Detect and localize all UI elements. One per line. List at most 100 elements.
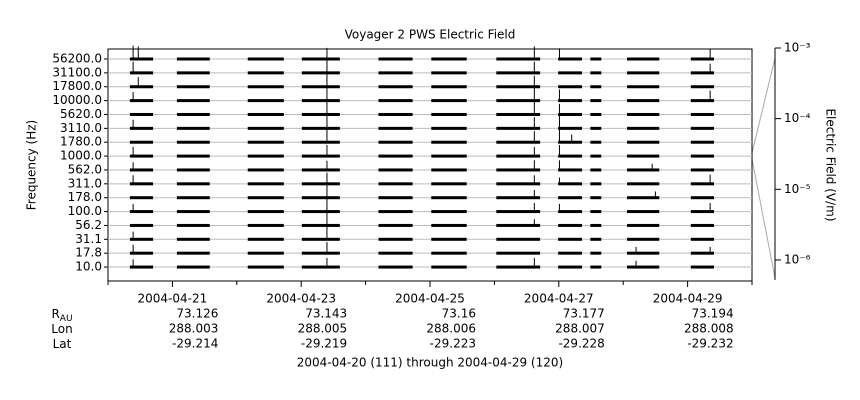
coverage-bar xyxy=(558,57,582,61)
coverage-bar xyxy=(431,210,467,214)
coverage-bar xyxy=(129,140,154,144)
ephemeris-value: 73.177 xyxy=(563,307,605,321)
y-tick-label: 1780.0 xyxy=(60,135,102,149)
coverage-bar xyxy=(558,196,582,200)
coverage-bar xyxy=(690,223,715,227)
coverage-bar xyxy=(590,196,602,200)
coverage-bar xyxy=(627,99,660,103)
coverage-bar xyxy=(590,140,602,144)
coverage-bar xyxy=(558,237,582,241)
coverage-bar xyxy=(378,154,413,158)
coverage-bar xyxy=(690,265,715,269)
coverage-bar xyxy=(558,140,582,144)
coverage-bar xyxy=(690,85,715,89)
coverage-bar xyxy=(558,154,582,158)
coverage-bar xyxy=(558,265,582,269)
coverage-bar xyxy=(378,196,413,200)
y-tick-label: 5620.0 xyxy=(60,107,102,121)
coverage-bar xyxy=(496,251,541,255)
y-axis-label: Frequency (Hz) xyxy=(25,120,39,211)
coverage-bar xyxy=(690,154,715,158)
coverage-bar xyxy=(378,168,413,172)
coverage-bar xyxy=(690,210,715,214)
coverage-bar xyxy=(496,265,541,269)
ephemeris-value: 73.16 xyxy=(442,307,476,321)
coverage-bar xyxy=(496,140,541,144)
coverage-bar xyxy=(690,140,715,144)
coverage-bar xyxy=(627,196,660,200)
coverage-bar xyxy=(627,182,660,186)
ephemeris-value: -29.228 xyxy=(558,337,604,351)
x-tick-label: 2004-04-21 xyxy=(138,292,208,306)
coverage-bar xyxy=(301,265,340,269)
coverage-bar xyxy=(247,85,284,89)
coverage-bar xyxy=(176,140,210,144)
coverage-bar xyxy=(129,85,154,89)
coverage-bar xyxy=(431,99,467,103)
coverage-bar xyxy=(590,154,602,158)
coverage-bar xyxy=(378,71,413,75)
coverage-bar xyxy=(176,251,210,255)
coverage-bar xyxy=(496,182,541,186)
coverage-bar xyxy=(301,210,340,214)
coverage-bar xyxy=(627,237,660,241)
coverage-bar xyxy=(590,265,602,269)
ephemeris-value: 288.008 xyxy=(684,322,734,336)
y2-axis-label: Electric Field (V/m) xyxy=(824,108,838,221)
coverage-bar xyxy=(129,265,154,269)
coverage-bar xyxy=(558,99,582,103)
coverage-bar xyxy=(590,85,602,89)
ephemeris-value: 73.143 xyxy=(305,307,347,321)
ephemeris-label-sub: AU xyxy=(60,314,73,324)
zoom-guide xyxy=(751,57,776,154)
coverage-bar xyxy=(129,57,154,61)
coverage-bar xyxy=(627,85,660,89)
coverage-bar xyxy=(176,182,210,186)
coverage-bar xyxy=(496,126,541,130)
coverage-bar xyxy=(129,182,154,186)
ephemeris-label: Lat xyxy=(53,337,72,351)
coverage-bar xyxy=(431,168,467,172)
coverage-bar xyxy=(301,112,340,116)
coverage-bar xyxy=(378,265,413,269)
coverage-bar xyxy=(176,210,210,214)
coverage-bar xyxy=(129,112,154,116)
coverage-bar xyxy=(590,237,602,241)
y-tick-label: 10000.0 xyxy=(52,93,102,107)
coverage-bar xyxy=(627,251,660,255)
coverage-bar xyxy=(378,85,413,89)
coverage-bar xyxy=(690,251,715,255)
coverage-bar xyxy=(627,210,660,214)
coverage-bar xyxy=(301,182,340,186)
coverage-bar xyxy=(378,140,413,144)
coverage-bar xyxy=(176,265,210,269)
coverage-bar xyxy=(496,57,541,61)
y-tick-label: 31.1 xyxy=(75,232,102,246)
coverage-bar xyxy=(431,85,467,89)
coverage-bar xyxy=(378,237,413,241)
y-tick-label: 56.2 xyxy=(75,218,102,232)
coverage-bar xyxy=(627,140,660,144)
coverage-bar xyxy=(690,237,715,241)
coverage-bar xyxy=(176,223,210,227)
coverage-bar xyxy=(247,223,284,227)
coverage-bar xyxy=(129,99,154,103)
coverage-bar xyxy=(431,140,467,144)
coverage-bar xyxy=(496,210,541,214)
coverage-bar xyxy=(247,140,284,144)
coverage-bar xyxy=(301,57,340,61)
coverage-bar xyxy=(301,168,340,172)
coverage-bar xyxy=(496,154,541,158)
coverage-bar xyxy=(431,251,467,255)
coverage-bar xyxy=(496,99,541,103)
coverage-bar xyxy=(558,223,582,227)
coverage-bar xyxy=(247,265,284,269)
ephemeris-value: -29.219 xyxy=(301,337,347,351)
coverage-bar xyxy=(590,223,602,227)
ephemeris-label: RAU xyxy=(51,307,72,324)
coverage-bar xyxy=(690,126,715,130)
coverage-bar xyxy=(690,99,715,103)
coverage-bar xyxy=(627,154,660,158)
coverage-bar xyxy=(176,71,210,75)
